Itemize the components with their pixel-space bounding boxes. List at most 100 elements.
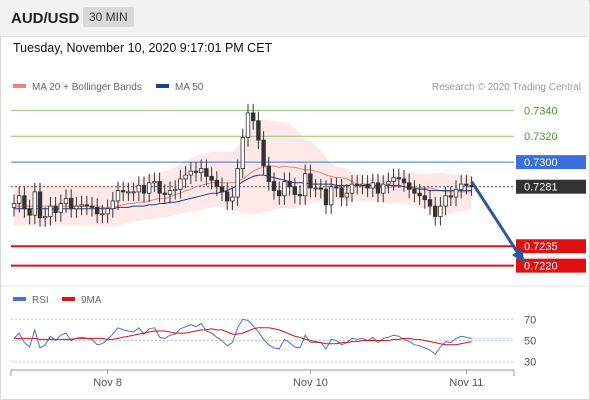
candle-body <box>32 191 37 216</box>
candle-body <box>193 170 199 173</box>
candle-body <box>152 181 157 184</box>
candle-body <box>198 168 204 173</box>
legend-swatch <box>13 84 26 88</box>
ma50-line <box>14 174 472 210</box>
timeframe-badge[interactable]: 30 MIN <box>83 7 134 27</box>
legend-label: RSI <box>32 295 49 306</box>
candle-body <box>438 205 443 217</box>
candle-body <box>63 197 69 204</box>
candle-body <box>43 216 48 219</box>
candle-body <box>412 188 417 194</box>
level-label-support: 0.7235 <box>524 241 558 253</box>
candle-body <box>271 181 277 191</box>
price-legend: MA 20 + Bollinger Bands MA 50 <box>13 82 204 93</box>
candle-body <box>27 208 32 216</box>
candle-body <box>313 187 318 190</box>
candle-body <box>370 182 375 189</box>
legend-label: 9MA <box>81 295 102 306</box>
forecast-arrow-head <box>512 248 525 264</box>
candle-body <box>328 186 334 206</box>
candle-body <box>136 185 141 193</box>
candle-body <box>95 207 100 215</box>
rsi-ma-line <box>14 327 472 346</box>
level-label-target: 0.7320 <box>524 131 558 143</box>
candle-body <box>11 203 17 208</box>
title-bar: AUD/USD 30 MIN <box>0 0 588 37</box>
candle-body <box>406 182 412 190</box>
candle-body <box>53 205 58 213</box>
candle-body <box>146 182 152 194</box>
level-label-target: 0.7340 <box>524 105 558 117</box>
candle-body <box>48 205 53 217</box>
candle-body <box>141 185 147 194</box>
candle-body <box>287 181 292 188</box>
candle-body <box>261 139 266 167</box>
legend-swatch <box>156 84 169 88</box>
candle-body <box>37 191 43 219</box>
candle-body <box>256 120 261 141</box>
candle-body <box>401 178 407 184</box>
candle-body <box>167 190 173 195</box>
candle-body <box>157 181 162 194</box>
candle-body <box>266 165 271 182</box>
x-tick-label: Nov 11 <box>449 377 483 389</box>
credit-text: Research © 2020 Trading Central <box>432 82 581 93</box>
candle-body <box>292 186 297 195</box>
candle-body <box>209 175 214 181</box>
candle-body <box>105 208 110 215</box>
candle-body <box>110 200 115 210</box>
candle-body <box>443 195 448 207</box>
legend-label: MA 50 <box>175 82 204 93</box>
candle-body <box>464 183 469 186</box>
candle-body <box>79 204 84 207</box>
level-tag-resistance <box>516 155 586 170</box>
candle-body <box>245 112 251 138</box>
candle-body <box>448 195 453 198</box>
candle-body <box>276 190 282 197</box>
candle-body <box>344 192 349 198</box>
candle-body <box>121 190 126 193</box>
candle-body <box>250 112 256 122</box>
candle-body <box>391 177 396 182</box>
candle-body <box>214 179 219 188</box>
candle-body <box>432 205 438 217</box>
candle-body <box>84 204 89 207</box>
candle-body <box>162 192 167 195</box>
candle-body <box>396 177 401 180</box>
candle-body <box>453 188 459 198</box>
rsi-tick-label: 70 <box>524 314 536 326</box>
legend-swatch <box>62 297 75 301</box>
level-label-resistance: 0.7300 <box>524 157 558 169</box>
forecast-arrow <box>470 180 525 263</box>
candle-body <box>339 187 344 198</box>
candle-body <box>219 186 225 193</box>
candle-body <box>131 191 136 194</box>
candle-body <box>360 183 365 186</box>
rsi-tick-label: 30 <box>524 357 536 369</box>
candle-body <box>380 183 386 194</box>
candle-body <box>69 197 74 210</box>
candle-body <box>115 190 121 202</box>
candle-body <box>172 188 178 191</box>
candle-body <box>417 192 422 197</box>
candle-body <box>235 168 240 198</box>
candle-body <box>422 195 427 201</box>
candle-body <box>240 137 245 169</box>
level-tag-support <box>516 258 586 273</box>
legend-swatch <box>13 297 26 301</box>
datetime-label: Tuesday, November 10, 2020 9:17:01 PM CE… <box>13 41 273 55</box>
candle-body <box>349 183 355 194</box>
candle-body <box>100 213 105 216</box>
candle-body <box>126 191 131 194</box>
candle-body <box>224 191 230 202</box>
candle-body <box>16 195 22 204</box>
candle-body <box>178 178 183 190</box>
level-label-support: 0.7220 <box>524 261 558 273</box>
symbol-title: AUD/USD <box>11 10 80 27</box>
candle-body <box>375 182 381 194</box>
candle-body <box>89 205 95 208</box>
candle-body <box>365 183 370 189</box>
candle-body <box>427 199 433 207</box>
rsi-line <box>13 318 472 356</box>
